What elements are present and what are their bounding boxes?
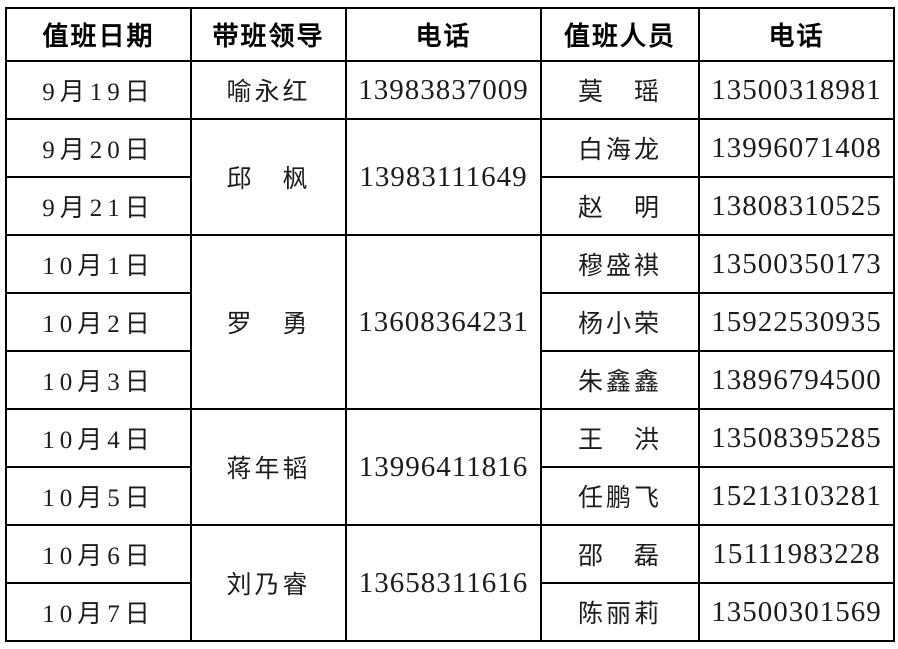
date-cell: 9月21日 bbox=[5, 176, 192, 236]
staff-cell: 任鹏飞 bbox=[540, 466, 700, 526]
staff-cell: 王 洪 bbox=[540, 408, 700, 468]
staff-phone-cell: 15213103281 bbox=[698, 466, 895, 526]
header-duty-date: 值班日期 bbox=[5, 7, 192, 62]
leader-cell: 喻永红 bbox=[190, 60, 347, 120]
table-row: 9月19日 喻永红 13983837009 莫 瑶 13500318981 bbox=[5, 60, 895, 120]
duty-roster-table: 值班日期 带班领导 电话 值班人员 电话 9月19日 喻永红 139838370… bbox=[5, 7, 895, 642]
leader-cell: 蒋年韬 bbox=[190, 408, 347, 526]
leader-cell: 刘乃睿 bbox=[190, 524, 347, 642]
date-cell: 10月5日 bbox=[5, 466, 192, 526]
staff-phone-cell: 13500301569 bbox=[698, 582, 895, 642]
leader-phone-cell: 13658311616 bbox=[345, 524, 542, 642]
date-cell: 10月1日 bbox=[5, 234, 192, 294]
date-cell: 9月20日 bbox=[5, 118, 192, 178]
header-duty-leader: 带班领导 bbox=[190, 7, 347, 62]
table-row: 9月21日 赵 明 13808310525 bbox=[5, 176, 895, 236]
staff-cell: 邵 磊 bbox=[540, 524, 700, 584]
staff-cell: 穆盛祺 bbox=[540, 234, 700, 294]
staff-phone-cell: 13896794500 bbox=[698, 350, 895, 410]
staff-phone-cell: 13500318981 bbox=[698, 60, 895, 120]
staff-phone-cell: 13508395285 bbox=[698, 408, 895, 468]
table-row: 10月1日 罗 勇 13608364231 穆盛祺 13500350173 bbox=[5, 234, 895, 410]
table-row: 10月2日 杨小荣 15922530935 bbox=[5, 292, 895, 352]
table-row: 10月3日 朱鑫鑫 13896794500 bbox=[5, 350, 895, 410]
date-cell: 10月3日 bbox=[5, 350, 192, 410]
leader-cell: 邱 枫 bbox=[190, 118, 347, 236]
table-row: 10月5日 任鹏飞 15213103281 bbox=[5, 466, 895, 526]
table-row: 9月20日 邱 枫 13983111649 白海龙 13996071408 bbox=[5, 118, 895, 236]
table-row: 10月4日 蒋年韬 13996411816 王 洪 13508395285 bbox=[5, 408, 895, 526]
table-row: 10月6日 刘乃睿 13658311616 邵 磊 15111983228 bbox=[5, 524, 895, 642]
header-duty-staff: 值班人员 bbox=[540, 7, 700, 62]
leader-cell: 罗 勇 bbox=[190, 234, 347, 410]
staff-phone-cell: 13996071408 bbox=[698, 118, 895, 178]
date-cell: 10月4日 bbox=[5, 408, 192, 468]
date-cell: 10月2日 bbox=[5, 292, 192, 352]
table-header-row: 值班日期 带班领导 电话 值班人员 电话 bbox=[5, 7, 895, 62]
staff-phone-cell: 13808310525 bbox=[698, 176, 895, 236]
staff-cell: 陈丽莉 bbox=[540, 582, 700, 642]
staff-phone-cell: 15922530935 bbox=[698, 292, 895, 352]
staff-phone-cell: 15111983228 bbox=[698, 524, 895, 584]
leader-phone-cell: 13996411816 bbox=[345, 408, 542, 526]
leader-phone-cell: 13608364231 bbox=[345, 234, 542, 410]
staff-cell: 杨小荣 bbox=[540, 292, 700, 352]
date-cell: 10月6日 bbox=[5, 524, 192, 584]
staff-cell: 白海龙 bbox=[540, 118, 700, 178]
header-leader-phone: 电话 bbox=[345, 7, 542, 62]
leader-phone-cell: 13983837009 bbox=[345, 60, 542, 120]
header-staff-phone: 电话 bbox=[698, 7, 895, 62]
staff-cell: 莫 瑶 bbox=[540, 60, 700, 120]
staff-cell: 赵 明 bbox=[540, 176, 700, 236]
leader-phone-cell: 13983111649 bbox=[345, 118, 542, 236]
staff-phone-cell: 13500350173 bbox=[698, 234, 895, 294]
date-cell: 9月19日 bbox=[5, 60, 192, 120]
staff-cell: 朱鑫鑫 bbox=[540, 350, 700, 410]
table-row: 10月7日 陈丽莉 13500301569 bbox=[5, 582, 895, 642]
date-cell: 10月7日 bbox=[5, 582, 192, 642]
